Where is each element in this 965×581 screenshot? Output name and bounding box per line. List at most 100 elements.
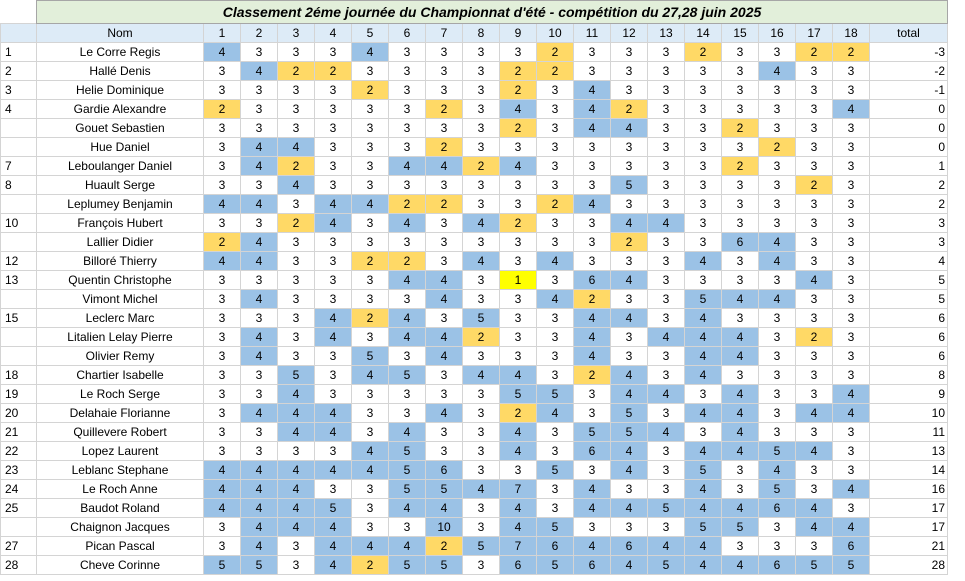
player-name-cell: Quillevere Robert: [36, 422, 204, 442]
score-cell: 3: [684, 80, 722, 100]
score-cell: 4: [388, 327, 426, 347]
score-cell: 4: [277, 517, 315, 537]
rank-cell: 8: [0, 175, 37, 195]
score-cell: 3: [203, 403, 241, 423]
score-cell: 3: [832, 289, 870, 309]
table-row: 10 François Hubert 3 3 2 4 3 4 3 4 2 3 3 4 4 3 3 3 3 3 3: [0, 213, 948, 233]
score-cell: 3: [462, 555, 500, 575]
score-cell: 4: [721, 384, 759, 404]
hole-header: 11: [573, 23, 611, 43]
score-cell: 6: [499, 555, 537, 575]
table-row: 8 Huault Serge 3 3 4 3 3 3 3 3 3 3 3 5 3 3 3 3 2 3 2: [0, 175, 948, 195]
score-cell: 4: [536, 403, 574, 423]
score-cell: 5: [425, 479, 463, 499]
score-cell: 3: [721, 137, 759, 157]
score-cell: 5: [351, 346, 389, 366]
standings-table: Classement 2éme journée du Championnat d…: [0, 0, 948, 575]
score-cell: 3: [462, 42, 500, 62]
rank-cell: 25: [0, 498, 37, 518]
score-cell: 3: [684, 175, 722, 195]
score-cell: 4: [462, 479, 500, 499]
player-name-cell: Leboulanger Daniel: [36, 156, 204, 176]
score-cell: 3: [610, 61, 648, 81]
score-cell: 2: [425, 194, 463, 214]
score-cell: 3: [351, 403, 389, 423]
total-cell: 17: [869, 498, 948, 518]
score-cell: 4: [499, 422, 537, 442]
score-cell: 3: [832, 175, 870, 195]
total-header: total: [869, 23, 948, 43]
score-cell: 2: [425, 137, 463, 157]
score-cell: 4: [499, 365, 537, 385]
score-cell: 2: [536, 42, 574, 62]
total-cell: 5: [869, 289, 948, 309]
score-cell: 3: [832, 498, 870, 518]
score-cell: 3: [684, 156, 722, 176]
score-cell: 3: [573, 384, 611, 404]
score-cell: 3: [277, 327, 315, 347]
score-cell: 3: [499, 289, 537, 309]
score-cell: 3: [684, 384, 722, 404]
score-cell: 3: [462, 175, 500, 195]
score-cell: 3: [240, 422, 278, 442]
score-cell: 4: [758, 460, 796, 480]
total-cell: 21: [869, 536, 948, 556]
score-cell: 2: [795, 175, 833, 195]
score-cell: 4: [721, 498, 759, 518]
standings-body: 1 Le Corre Regis 4 3 3 3 4 3 3 3 3 2 3 3 3 2 3 3 2 2 -3 2 Hall…: [0, 42, 948, 575]
table-row: 21 Quillevere Robert 3 3 4 4 3 4 3 3 4 3 5 5 4 3 4 3 3 3 11: [0, 422, 948, 442]
score-cell: 4: [388, 270, 426, 290]
total-cell: 14: [869, 460, 948, 480]
score-cell: 3: [203, 213, 241, 233]
table-row: 28 Cheve Corinne 5 5 3 4 2 5 5 3 6 5 6 4 5 4 4 6 5 5 28: [0, 555, 948, 575]
score-cell: 3: [795, 99, 833, 119]
score-cell: 3: [314, 251, 352, 271]
score-cell: 2: [388, 251, 426, 271]
score-cell: 4: [425, 403, 463, 423]
score-cell: 3: [684, 422, 722, 442]
table-row: 25 Baudot Roland 4 4 4 5 3 4 4 3 4 3 4 4 5 4 4 6 4 3 17: [0, 498, 948, 518]
score-cell: 3: [203, 270, 241, 290]
score-cell: 4: [573, 327, 611, 347]
score-cell: 3: [499, 137, 537, 157]
score-cell: 3: [758, 156, 796, 176]
table-row: 18 Chartier Isabelle 3 3 5 3 4 5 3 4 4 3 2 4 3 4 3 3 3 3 8: [0, 365, 948, 385]
score-cell: 3: [425, 422, 463, 442]
score-cell: 4: [425, 270, 463, 290]
total-cell: 6: [869, 308, 948, 328]
score-cell: 3: [462, 232, 500, 252]
score-cell: 4: [240, 289, 278, 309]
score-cell: 3: [277, 289, 315, 309]
score-cell: 3: [277, 80, 315, 100]
score-cell: 4: [240, 61, 278, 81]
total-cell: 2: [869, 175, 948, 195]
score-cell: 3: [499, 460, 537, 480]
score-cell: 4: [314, 422, 352, 442]
score-cell: 4: [314, 517, 352, 537]
score-cell: 4: [203, 498, 241, 518]
player-name-cell: Chartier Isabelle: [36, 365, 204, 385]
rank-cell: [0, 517, 37, 537]
player-name-cell: Vimont Michel: [36, 289, 204, 309]
score-cell: 3: [314, 232, 352, 252]
score-cell: 3: [647, 137, 685, 157]
score-cell: 3: [795, 194, 833, 214]
score-cell: 2: [721, 156, 759, 176]
rank-cell: [0, 327, 37, 347]
score-cell: 3: [832, 270, 870, 290]
score-cell: 3: [314, 441, 352, 461]
score-cell: 3: [277, 536, 315, 556]
score-cell: 2: [203, 232, 241, 252]
score-cell: 3: [610, 137, 648, 157]
score-cell: 3: [351, 175, 389, 195]
score-cell: 3: [573, 403, 611, 423]
score-cell: 3: [573, 213, 611, 233]
rank-cell: [0, 194, 37, 214]
score-cell: 4: [647, 384, 685, 404]
table-row: 7 Leboulanger Daniel 3 4 2 3 3 4 4 2 4 3 3 3 3 3 2 3 3 3 1: [0, 156, 948, 176]
total-cell: -2: [869, 61, 948, 81]
score-cell: 3: [314, 289, 352, 309]
score-cell: 3: [536, 498, 574, 518]
score-cell: 4: [832, 479, 870, 499]
player-name-cell: Leblanc Stephane: [36, 460, 204, 480]
